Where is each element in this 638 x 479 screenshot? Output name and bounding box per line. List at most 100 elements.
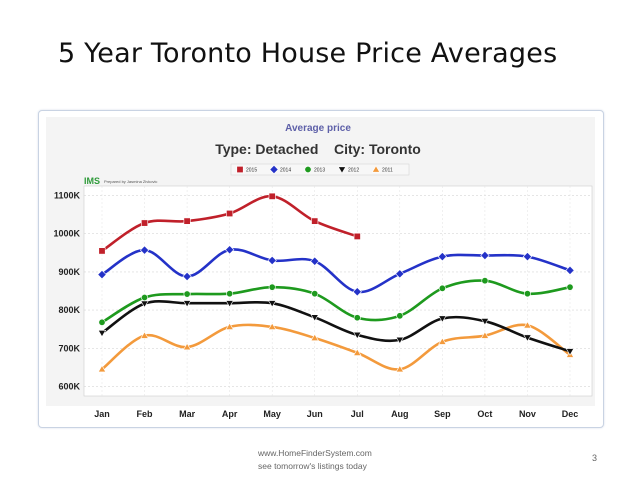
chart-credit: Prepared by Jasmina Zivkovic (104, 179, 157, 184)
data-point-2014 (182, 271, 192, 282)
data-point-2014 (395, 269, 405, 279)
data-point-2014 (522, 252, 533, 262)
data-point-2012 (480, 318, 490, 326)
data-point-2013 (523, 290, 531, 298)
y-tick-label: 1000K (53, 229, 80, 239)
y-tick-label: 800K (58, 305, 80, 315)
x-tick-label: Nov (519, 409, 536, 419)
series-2012 (97, 300, 575, 356)
data-point-2012 (182, 300, 192, 308)
data-point-2015 (98, 247, 106, 255)
series-2015 (98, 192, 361, 255)
data-point-2013 (396, 312, 404, 320)
data-point-2013 (268, 283, 276, 291)
legend-label: 2015 (246, 168, 257, 174)
series-2011 (97, 321, 575, 373)
y-tick-label: 900K (58, 267, 80, 277)
data-point-2012 (438, 315, 447, 323)
legend-label: 2012 (348, 168, 359, 174)
footer-website: www.HomeFinderSystem.com see tomorrow's … (258, 447, 372, 473)
data-point-2011 (353, 348, 362, 356)
data-point-2015 (183, 217, 191, 225)
legend-marker-2014 (269, 164, 279, 175)
legend-label: 2014 (280, 168, 291, 174)
x-tick-label: Mar (179, 409, 196, 419)
data-point-2013 (353, 314, 361, 322)
data-point-2013 (566, 283, 574, 291)
legend: 2015 2014 2013 2012 2011 (230, 163, 410, 176)
data-point-2011 (523, 321, 532, 329)
footer-url: www.HomeFinderSystem.com (258, 448, 372, 458)
x-axis: Jan Feb Mar Apr May Jun Jul Aug Sep Oct Nov Dec (94, 409, 578, 419)
y-tick-label: 1100K (54, 191, 81, 201)
data-point-2013 (481, 277, 489, 285)
data-point-2014 (352, 287, 362, 297)
data-point-2012 (267, 300, 277, 308)
data-point-2011 (140, 331, 149, 339)
data-point-2013 (183, 290, 191, 298)
data-point-2013 (98, 318, 106, 326)
x-tick-label: Jun (307, 409, 323, 419)
legend-label: 2011 (382, 168, 393, 174)
series-line-2011 (101, 323, 571, 371)
data-point-2013 (226, 290, 234, 298)
data-point-2014 (139, 245, 150, 255)
legend-marker-2013 (304, 166, 312, 174)
data-point-2013 (311, 290, 319, 298)
data-point-2014 (310, 256, 320, 266)
series-line-2012 (101, 300, 571, 353)
x-tick-label: Feb (137, 409, 154, 419)
data-point-2011 (395, 364, 405, 373)
data-point-2011 (310, 333, 319, 341)
data-point-2012 (97, 329, 107, 338)
y-tick-label: 600K (58, 381, 80, 391)
data-point-2011 (97, 364, 107, 373)
x-tick-label: Jul (351, 409, 364, 419)
series-2013 (98, 277, 574, 326)
data-point-2011 (225, 322, 234, 330)
x-tick-label: Aug (391, 409, 409, 419)
data-point-2011 (182, 342, 192, 351)
data-point-2011 (438, 337, 447, 345)
data-point-2012 (353, 331, 362, 340)
footer-tagline: see tomorrow's listings today (258, 461, 367, 471)
legend-marker-2012 (337, 166, 347, 174)
data-point-2015 (226, 209, 234, 217)
gridlines (84, 186, 592, 396)
legend-marker-2015 (236, 166, 244, 174)
data-point-2014 (225, 245, 235, 255)
data-point-2012 (310, 314, 319, 322)
data-point-2014 (267, 255, 277, 266)
chart-title: Average price (285, 123, 351, 134)
data-point-2014 (97, 269, 107, 280)
chart-subtitle: Type: Detached City: Toronto (215, 141, 421, 157)
series-group (97, 192, 575, 373)
data-point-2015 (353, 232, 361, 240)
x-tick-label: Sep (434, 409, 451, 419)
slide-title: 5 Year Toronto House Price Averages (58, 38, 558, 69)
data-point-2012 (523, 334, 532, 342)
legend-marker-2011 (371, 165, 381, 173)
data-point-2015 (268, 192, 276, 200)
data-point-2015 (141, 219, 149, 227)
data-point-2014 (480, 250, 490, 261)
data-point-2012 (225, 300, 234, 308)
page-number: 3 (592, 453, 598, 463)
data-point-2013 (438, 284, 446, 292)
x-tick-label: Apr (222, 409, 238, 419)
x-tick-label: Oct (477, 409, 492, 419)
data-point-2012 (395, 336, 405, 345)
legend-label: 2013 (314, 168, 325, 174)
x-tick-label: Dec (562, 409, 579, 419)
series-2014 (97, 245, 575, 297)
y-tick-label: 700K (58, 343, 80, 353)
data-point-2014 (565, 265, 575, 276)
ims-logo: IMS (84, 176, 100, 186)
x-tick-label: Jan (94, 409, 110, 419)
y-axis: 600K 700K 800K 900K 1000K 1100K (53, 191, 80, 392)
data-point-2014 (437, 252, 447, 262)
data-point-2012 (565, 348, 575, 356)
legend-box (230, 163, 410, 176)
data-point-2011 (267, 322, 277, 330)
